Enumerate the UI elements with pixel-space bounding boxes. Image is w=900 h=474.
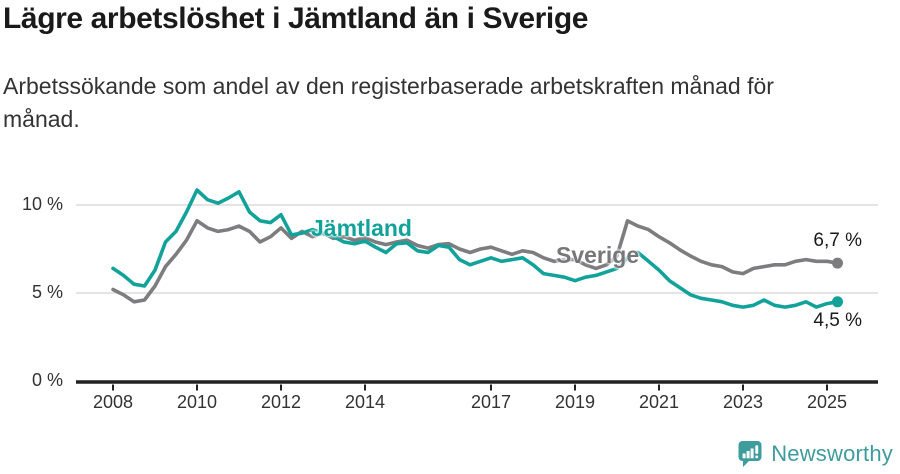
page-title: Lägre arbetslöshet i Jämtland än i Sveri… — [3, 2, 589, 35]
x-tick-label: 2023 — [722, 392, 764, 412]
chart-subtitle: Arbetssökande som andel av den registerb… — [3, 70, 774, 136]
series-label-sverige: Sverige — [556, 242, 640, 268]
chart-subtitle-line1: Arbetssökande som andel av den registerb… — [3, 73, 774, 99]
y-tick-label: 5 % — [31, 282, 63, 302]
end-value-label-sverige: 6,7 % — [813, 230, 862, 251]
series-end-dot-sverige — [832, 257, 843, 269]
y-tick-label: 0 % — [31, 370, 63, 390]
newsworthy-speech-bubble-icon — [738, 441, 762, 467]
x-tick-label: 2025 — [806, 392, 848, 412]
x-tick-label: 2010 — [176, 392, 218, 412]
series-end-dot-jämtland — [832, 296, 843, 308]
x-tick-label: 2019 — [554, 392, 596, 412]
x-tick-label: 2021 — [638, 392, 680, 412]
x-tick-label: 2014 — [344, 392, 386, 412]
end-value-label-jamtland: 4,5 % — [813, 310, 862, 331]
y-tick-label: 10 % — [21, 194, 63, 214]
newsworthy-wordmark: Newsworthy — [771, 441, 893, 466]
newsworthy-logo[interactable]: Newsworthy — [737, 440, 893, 468]
x-tick-label: 2008 — [92, 392, 134, 412]
series-line-sverige — [111, 219, 840, 304]
x-tick-label: 2017 — [470, 392, 512, 412]
series-line-jämtland — [111, 188, 840, 309]
chart-subtitle-line2: månad. — [3, 106, 80, 132]
series-label-jamtland: Jämtland — [311, 215, 412, 241]
x-tick-label: 2012 — [260, 392, 302, 412]
